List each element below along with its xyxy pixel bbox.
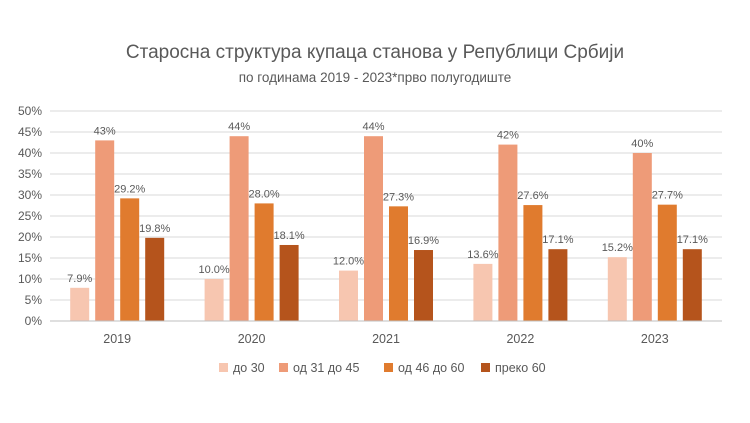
bar (339, 270, 358, 321)
y-tick-label: 5% (25, 293, 43, 307)
data-label: 10.0% (198, 264, 229, 276)
data-label: 27.3% (383, 191, 414, 203)
bar (204, 279, 224, 321)
data-label: 43% (94, 125, 116, 137)
y-tick-label: 50% (18, 104, 42, 118)
bar (364, 136, 383, 321)
data-label: 12.0% (333, 256, 364, 268)
data-label: 16.9% (408, 235, 439, 247)
x-tick-label: 2019 (103, 332, 131, 346)
bar (657, 204, 677, 321)
bar (389, 206, 408, 321)
bar (229, 136, 249, 321)
data-label: 40% (631, 138, 653, 150)
y-tick-label: 15% (18, 251, 42, 265)
bar (95, 140, 115, 321)
y-tick-label: 0% (25, 314, 43, 328)
bar (523, 205, 543, 321)
bar (632, 153, 652, 321)
bar (607, 257, 627, 321)
legend-label: од 46 до 60 (398, 361, 464, 375)
bar (254, 203, 274, 321)
bar (414, 250, 433, 321)
data-label: 17.1% (677, 234, 708, 246)
y-tick-label: 20% (18, 230, 42, 244)
bar (498, 144, 518, 321)
bar (145, 237, 165, 321)
data-label: 28.0% (248, 188, 279, 200)
bar (279, 244, 299, 321)
data-label: 15.2% (602, 242, 633, 254)
y-tick-label: 10% (18, 272, 42, 286)
legend-swatch (279, 363, 288, 372)
legend-label: преко 60 (495, 361, 546, 375)
data-label: 44% (228, 121, 250, 133)
legend-label: до 30 (233, 361, 265, 375)
data-label: 18.1% (273, 230, 304, 242)
data-label: 29.2% (114, 183, 145, 195)
chart-title: Старосна структура купаца станова у Репу… (125, 42, 625, 63)
y-tick-label: 25% (18, 209, 42, 223)
bar (120, 198, 140, 321)
y-tick-label: 35% (18, 167, 42, 181)
bar (473, 263, 493, 321)
legend-swatch (384, 363, 393, 372)
x-tick-label: 2021 (372, 332, 400, 346)
data-label: 13.6% (467, 249, 498, 261)
y-tick-label: 45% (18, 125, 42, 139)
data-label: 44% (362, 121, 384, 133)
data-label: 17.1% (542, 234, 573, 246)
data-label: 7.9% (67, 273, 92, 285)
bar (70, 287, 90, 321)
legend-label: од 31 до 45 (293, 361, 359, 375)
data-label: 27.7% (652, 190, 683, 202)
bar (548, 249, 568, 321)
legend-swatch (481, 363, 490, 372)
y-tick-label: 40% (18, 146, 42, 160)
data-label: 19.8% (139, 223, 170, 235)
y-tick-label: 30% (18, 188, 42, 202)
data-label: 27.6% (517, 190, 548, 202)
bar (682, 249, 702, 321)
chart-subtitle: по годинама 2019 - 2023*прво полугодиште (238, 70, 512, 85)
legend-swatch (219, 363, 228, 372)
x-tick-label: 2023 (641, 332, 669, 346)
x-tick-label: 2022 (506, 332, 534, 346)
data-label: 42% (497, 130, 519, 142)
x-tick-label: 2020 (238, 332, 266, 346)
